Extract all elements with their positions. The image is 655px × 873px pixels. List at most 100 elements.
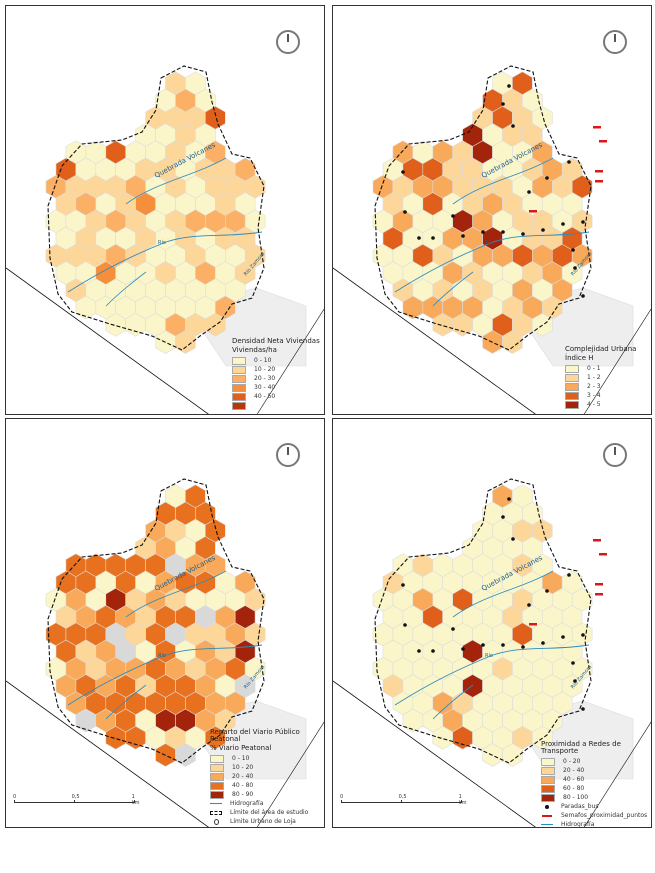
bus-stop-marker: [567, 160, 571, 164]
river-line: [125, 570, 227, 618]
scale-tick: [341, 800, 342, 803]
bus-stop-marker: [501, 230, 505, 234]
bus-stop-marker: [507, 497, 511, 501]
legend-swatch: [232, 356, 246, 365]
bus-stop-marker: [501, 515, 505, 519]
legend-title: Complejidad Urbana: [565, 345, 637, 353]
legend-swatch: [565, 364, 579, 373]
bus-stop-marker: [527, 603, 531, 607]
scale-label: 0: [340, 794, 344, 800]
legend-item: 20 - 30: [232, 374, 320, 383]
north-arrow-icon: [276, 30, 300, 54]
legend-swatch: [232, 401, 246, 410]
legend-item: [232, 401, 320, 410]
legend-item: 1 - 2: [565, 373, 636, 382]
legend-swatch: [541, 766, 555, 775]
map-panel-density: Quebrada Volcanes Río Río Zamora Densidad …: [5, 5, 325, 415]
road-line: [333, 267, 536, 414]
legend-label: Hidrografía: [561, 820, 595, 828]
bus-stop-marker: [401, 170, 405, 174]
bus-stop-marker: [451, 214, 455, 218]
scale-line: 0 0,5 1 km: [340, 794, 466, 806]
road-line: [6, 267, 209, 414]
legend-label: 0 - 10: [232, 754, 250, 762]
legend-item: 80 - 100: [541, 793, 651, 802]
legend-subtitle: Índice H: [565, 354, 594, 362]
bus-stop-marker: [461, 647, 465, 651]
scale-tick: [461, 800, 462, 803]
hex-cell: [502, 330, 523, 354]
road-line: [256, 308, 324, 414]
traffic-light-marker: [595, 180, 603, 183]
river-line: [452, 570, 554, 618]
legend-swatch: [565, 391, 579, 400]
bus-stop-marker: [451, 627, 455, 631]
hex-cell: [502, 743, 523, 767]
scale-label: 1 km: [458, 794, 467, 806]
hex-grid: [45, 71, 266, 354]
legend-item: 30 - 40: [232, 383, 320, 392]
bus-stop-marker: [581, 707, 585, 711]
legend-item: 60 - 80: [541, 784, 651, 793]
bus-stop-marker: [403, 623, 407, 627]
legend-swatch: [565, 400, 579, 409]
bus-stop-marker: [431, 649, 435, 653]
map-panel-pedestrian: Quebrada Volcanes Río Río Zamora Reparto d…: [5, 418, 325, 828]
legend-swatch: [210, 781, 224, 790]
river-label: Río: [485, 652, 493, 659]
scale-bar: 0 0,5 1 km: [340, 794, 466, 806]
legend-label: 2 - 3: [587, 382, 601, 390]
scale-line: 0 0,5 1 km: [13, 794, 139, 806]
bus-stop-marker: [567, 573, 571, 577]
legend-subtitle: % Viario Peatonal: [210, 744, 272, 752]
bus-stop-icon: [541, 804, 553, 809]
legend-item: Hidrografía: [210, 799, 324, 808]
legend-label: 0 - 1: [587, 364, 601, 372]
road-line: [256, 721, 324, 827]
legend-label: 0 - 10: [254, 356, 272, 364]
legend-rows: 0 - 20 20 - 40 40 - 60 60 - 80 80 - 100 Parad…: [541, 757, 651, 828]
river-line: [394, 231, 590, 293]
legend-item: 40 - 60: [541, 775, 651, 784]
river-line: [394, 644, 590, 706]
legend-item: 0 - 20: [541, 757, 651, 766]
legend-label: 4 - 5: [587, 400, 601, 408]
legend-item: Límite Urbano de Loja: [210, 817, 324, 826]
legend-swatch: [541, 757, 555, 766]
legend-item: 0 - 10: [232, 356, 320, 365]
bus-stop-marker: [581, 220, 585, 224]
bus-stop-marker: [571, 661, 575, 665]
legend-swatch: [210, 763, 224, 772]
legend-item: 4 - 5: [565, 400, 636, 409]
river-label: Río: [485, 239, 493, 246]
hex-cell: [175, 330, 196, 354]
traffic-light-marker: [599, 553, 607, 556]
bus-stop-marker: [573, 679, 577, 683]
legend-label: 20 - 40: [563, 766, 585, 774]
legend-item: Hidrografía: [541, 820, 651, 828]
legend-item: 40 - 80: [210, 781, 324, 790]
river-line: [67, 644, 263, 706]
bus-stop-marker: [461, 234, 465, 238]
boundary-line-icon: [210, 810, 222, 815]
legend-swatch: [210, 772, 224, 781]
legend-label: 30 - 40: [254, 383, 276, 391]
river-line: [105, 271, 147, 307]
legend-title: Reparto del Viario Público Peatonal: [210, 728, 300, 743]
river-line: [125, 157, 227, 205]
legend-item: 3 - 4: [565, 391, 636, 400]
bus-stop-marker: [511, 124, 515, 128]
legend-swatch: [210, 790, 224, 799]
scale-tick: [14, 800, 15, 803]
legend-item: 0 - 10: [210, 754, 324, 763]
bus-stop-marker: [571, 248, 575, 252]
traffic-light-marker: [529, 210, 537, 213]
legend-item: 80 - 90: [210, 790, 324, 799]
traffic-light-marker: [595, 170, 603, 173]
legend: Densidad Neta Viviendas Viviendas/ha 0 -…: [232, 338, 320, 410]
legend-swatch: [232, 383, 246, 392]
legend-label: 10 - 20: [232, 763, 254, 771]
scale-label: 0,5: [398, 794, 407, 800]
legend-label: 20 - 30: [254, 374, 276, 382]
bus-stop-marker: [511, 537, 515, 541]
